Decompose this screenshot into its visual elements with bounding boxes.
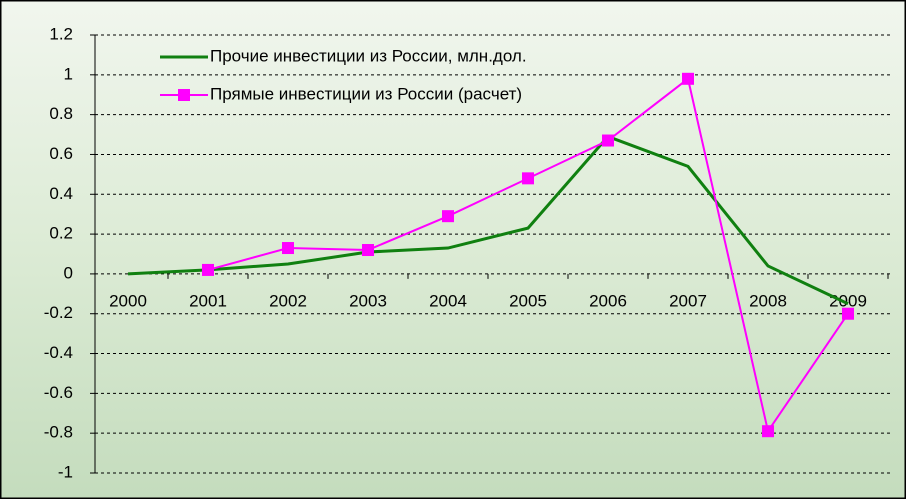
y-tick-label: -0.6	[44, 383, 73, 402]
x-tick-label: 2004	[429, 291, 467, 310]
y-tick-label: 1.2	[49, 24, 73, 43]
marker	[762, 425, 774, 438]
y-tick-label: 1	[64, 64, 73, 83]
marker	[442, 210, 454, 223]
x-tick-label: 2005	[509, 291, 547, 310]
legend-label: Прочие инвестиции из России, млн.дол.	[210, 46, 527, 65]
marker	[282, 242, 294, 255]
legend-marker	[178, 89, 190, 101]
x-tick-label: 2001	[189, 291, 227, 310]
y-tick-label: 0.4	[49, 184, 73, 203]
x-tick-label: 2009	[829, 291, 867, 310]
x-tick-label: 2008	[749, 291, 787, 310]
y-tick-label: -1	[58, 462, 73, 481]
y-tick-label: 0	[64, 263, 73, 282]
marker	[522, 172, 534, 185]
y-tick-label: 0.8	[49, 104, 73, 123]
y-tick-label: -0.8	[44, 423, 73, 442]
x-tick-label: 2003	[349, 291, 387, 310]
marker	[602, 134, 614, 147]
y-tick-label: -0.4	[44, 343, 73, 362]
y-tick-label: 0.6	[49, 144, 73, 163]
marker	[362, 244, 374, 257]
x-tick-label: 2007	[669, 291, 707, 310]
y-tick-label: -0.2	[44, 303, 73, 322]
series-line	[127, 134, 849, 306]
legend-label: Прямые инвестиции из России (расчет)	[210, 84, 522, 103]
marker	[202, 263, 214, 276]
marker	[842, 307, 854, 320]
x-tick-label: 2000	[109, 291, 147, 310]
y-tick-label: 0.2	[49, 224, 73, 243]
marker	[682, 72, 694, 85]
x-tick-label: 2006	[589, 291, 627, 310]
x-tick-label: 2002	[269, 291, 307, 310]
